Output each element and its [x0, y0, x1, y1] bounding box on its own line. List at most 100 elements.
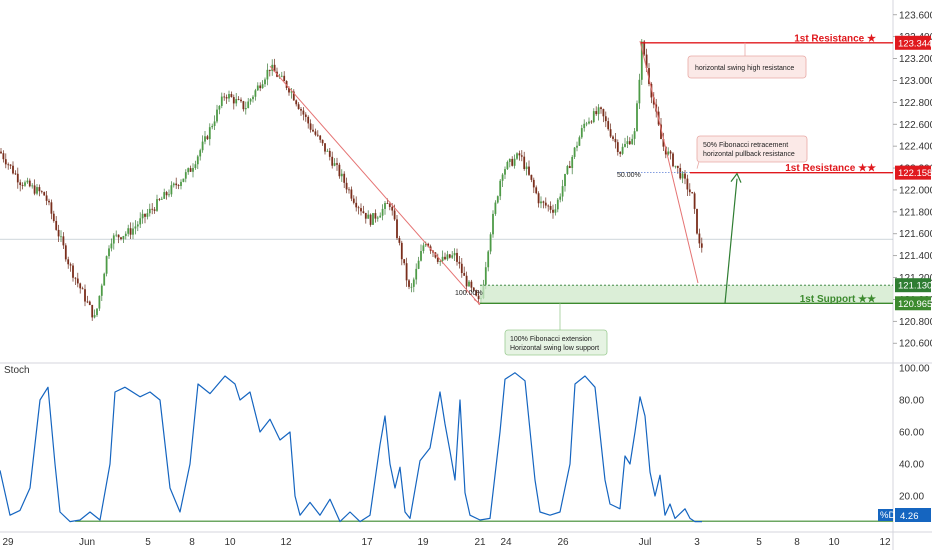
candle-body	[355, 202, 358, 208]
annotations	[269, 40, 893, 330]
candle-body	[194, 164, 197, 169]
candle-body	[244, 108, 247, 110]
candle-body	[583, 123, 586, 129]
candle-body	[364, 212, 367, 219]
candle-body	[295, 100, 298, 105]
note-fib-extension: 100% Fibonacci extension Horizontal swin…	[504, 329, 608, 356]
candle-body	[542, 201, 545, 203]
candle-body	[616, 142, 619, 153]
candle-body	[316, 134, 319, 136]
candle-body	[242, 101, 245, 110]
support-zone	[480, 285, 893, 304]
candle-body	[576, 145, 578, 148]
candle-body	[96, 308, 98, 316]
fib-projection-line	[639, 40, 699, 284]
candle-body	[559, 196, 562, 200]
candle-body	[669, 151, 672, 154]
candle-body	[631, 138, 634, 145]
candle-body	[86, 301, 89, 303]
candle-body	[691, 192, 694, 194]
candle-body	[81, 288, 84, 290]
candle-body	[21, 185, 24, 186]
candle-body	[132, 228, 134, 235]
candle-body	[458, 261, 461, 264]
level-badge-value: 121.130	[898, 281, 932, 292]
candle-body	[393, 210, 396, 220]
candle-body	[304, 114, 307, 117]
candle-body	[247, 101, 250, 109]
time-tick-label: 24	[500, 537, 512, 548]
note-fib-retracement: 50% Fibonacci retracement horizontal pul…	[696, 135, 808, 163]
candle-body	[300, 109, 302, 111]
level-badge	[895, 35, 931, 50]
candle-body	[100, 285, 103, 296]
candle-body	[696, 208, 698, 234]
candle-body	[180, 181, 182, 186]
candle-body	[266, 69, 269, 80]
fib-extension-label: 100.00%	[455, 290, 483, 297]
stoch-line	[0, 372, 702, 523]
candle-body	[33, 185, 36, 194]
candle-body	[146, 213, 149, 217]
candle-body	[417, 260, 420, 269]
candle-body	[120, 237, 122, 240]
stoch-tick-label: 60.00	[899, 428, 924, 439]
level-name: 1st Support ★★	[800, 294, 876, 305]
candle-body	[400, 242, 403, 260]
stoch-axis: 100.00 80.00 60.00 40.00 20.00	[75, 364, 930, 522]
candle-body	[302, 110, 305, 115]
candle-body	[360, 208, 362, 212]
candle-body	[134, 226, 137, 229]
candle-body	[170, 185, 173, 195]
candle-body	[396, 219, 398, 239]
candle-body	[273, 64, 276, 72]
candle-body	[434, 252, 437, 258]
candle-body	[523, 156, 526, 169]
candle-body	[672, 153, 674, 167]
candle-body	[420, 250, 422, 261]
candle-body	[307, 116, 310, 124]
candle-body	[43, 192, 46, 196]
candle-body	[633, 131, 636, 139]
candle-body	[127, 228, 130, 234]
candle-body	[621, 146, 624, 154]
candle-body	[156, 199, 158, 211]
candle-body	[609, 129, 612, 137]
candle-body	[698, 233, 701, 244]
candle-body	[259, 85, 262, 89]
candle-body	[204, 136, 206, 142]
price-tick-label: 123.200	[899, 54, 932, 65]
candle-body	[182, 178, 185, 182]
candle-body	[28, 180, 31, 187]
candle-body	[391, 206, 394, 211]
candle-body	[93, 315, 96, 318]
candle-body	[252, 96, 254, 100]
candle-body	[237, 99, 240, 100]
candle-body	[463, 273, 466, 276]
candle-body	[112, 235, 115, 244]
candle-body	[372, 213, 374, 225]
candle-body	[187, 168, 190, 173]
candle-body	[151, 208, 154, 210]
candles	[0, 39, 703, 321]
candle-body	[561, 186, 564, 197]
candle-body	[45, 195, 48, 201]
candle-body	[607, 121, 610, 130]
candle-body	[124, 233, 127, 237]
candle-body	[554, 209, 557, 213]
candle-body	[67, 259, 70, 265]
candle-body	[38, 187, 41, 192]
candle-body	[369, 214, 372, 225]
candle-body	[679, 167, 682, 179]
candle-body	[60, 236, 62, 238]
candle-body	[264, 79, 266, 85]
candle-body	[456, 252, 458, 262]
candle-body	[415, 268, 418, 280]
candle-body	[506, 161, 509, 170]
candle-body	[122, 236, 125, 240]
note-swing-high-text: horizontal swing high resistance	[695, 65, 794, 72]
candle-body	[343, 173, 346, 183]
candle-body	[326, 150, 329, 152]
time-tick-label: 17	[361, 537, 373, 548]
candle-body	[40, 191, 43, 193]
